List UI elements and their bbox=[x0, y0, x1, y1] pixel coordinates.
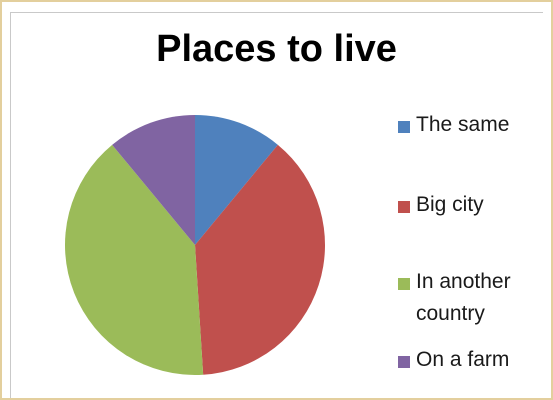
legend-label: The same bbox=[416, 113, 510, 136]
legend-item: On a farm bbox=[398, 348, 509, 376]
legend-label: On a farm bbox=[416, 348, 510, 371]
chart-title: Places to live bbox=[156, 28, 397, 70]
pie-slice-on-a-farm bbox=[112, 115, 195, 245]
pie-slice-in-another-country bbox=[65, 144, 204, 375]
legend-swatch bbox=[398, 121, 410, 133]
pie-slice-the-same bbox=[195, 115, 278, 245]
legend-item: Big city bbox=[398, 193, 484, 221]
chart-inner-border bbox=[10, 12, 543, 398]
legend-label: In another country bbox=[416, 270, 511, 325]
pie-slice-big-city bbox=[195, 144, 325, 375]
legend-swatch bbox=[398, 278, 410, 290]
legend-swatch bbox=[398, 356, 410, 368]
legend-item: In another country bbox=[398, 270, 511, 330]
legend-label: Big city bbox=[416, 193, 484, 216]
legend-swatch bbox=[398, 201, 410, 213]
legend-item: The same bbox=[398, 113, 509, 141]
